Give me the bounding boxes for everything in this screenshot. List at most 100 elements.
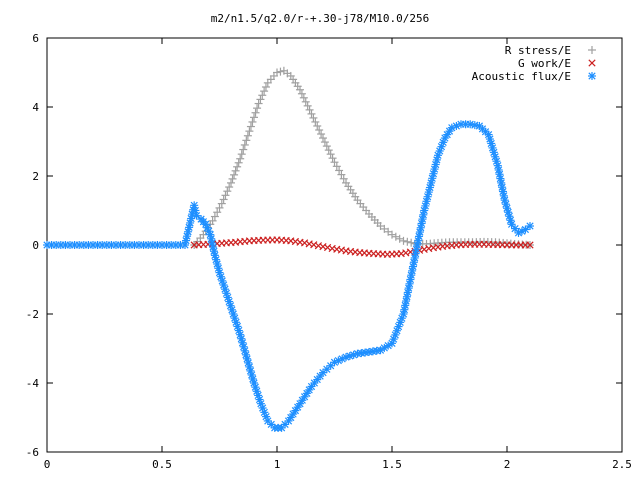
data-point (254, 99, 263, 108)
data-point (231, 166, 240, 175)
data-point (297, 89, 306, 98)
data-point (319, 134, 327, 143)
data-point (223, 187, 232, 196)
data-point (225, 183, 234, 192)
data-point (260, 87, 269, 96)
data-point (208, 216, 217, 225)
data-point (250, 379, 258, 387)
data-point (423, 192, 432, 201)
data-point (218, 276, 227, 285)
data-point (219, 195, 228, 204)
data-point (399, 236, 408, 245)
chart-title: m2/n1.5/q2.0/r-+.30-j78/M10.0/256 (211, 12, 430, 25)
data-marks (43, 66, 534, 432)
data-point (485, 135, 494, 144)
data-point (241, 350, 250, 359)
data-point (240, 140, 249, 149)
series-1 (190, 236, 534, 258)
data-point (395, 234, 404, 243)
data-point (221, 191, 230, 200)
data-point (489, 148, 498, 157)
data-point (299, 93, 308, 102)
data-point (407, 238, 416, 247)
data-point (526, 241, 534, 249)
data-point (228, 174, 237, 183)
x-tick-label: 1 (274, 458, 281, 471)
data-point (242, 136, 251, 145)
data-point (213, 208, 222, 217)
data-point (315, 126, 324, 134)
legend-label: Acoustic flux/E (472, 70, 571, 83)
y-tick-label: -4 (26, 377, 40, 390)
data-point (330, 158, 339, 167)
y-tick-label: 2 (32, 170, 39, 183)
x-tick-label: 2 (504, 458, 511, 471)
data-point (191, 206, 200, 215)
data-point (332, 162, 341, 171)
data-point (258, 91, 267, 100)
data-point (246, 122, 255, 131)
data-point (307, 109, 316, 118)
series-2 (43, 120, 534, 432)
axes: 0 0.5 1 1.5 2 2.5 -6 -4 -2 0 2 4 6 (26, 32, 632, 471)
data-point (296, 85, 304, 94)
y-tick-label: -6 (26, 446, 39, 459)
legend-marker (588, 72, 596, 80)
data-point (192, 211, 201, 220)
data-point (256, 95, 265, 104)
data-point (239, 145, 248, 154)
data-point (326, 150, 335, 159)
data-point (250, 113, 258, 122)
x-tick-label: 1.5 (382, 458, 402, 471)
data-point (225, 297, 234, 306)
data-point (232, 318, 241, 327)
data-point (322, 142, 331, 151)
data-point (251, 383, 260, 392)
legend-label: G work/E (518, 57, 571, 70)
data-point (311, 117, 320, 126)
data-point (349, 350, 358, 359)
data-point (243, 131, 252, 140)
legend-label: R stress/E (505, 44, 571, 57)
data-point (328, 154, 337, 163)
data-point (338, 354, 347, 363)
data-point (324, 146, 333, 155)
data-point (491, 152, 500, 161)
y-tick-label: 0 (32, 239, 39, 252)
legend-marker (588, 59, 596, 67)
data-point (303, 101, 312, 110)
data-point (497, 178, 506, 187)
data-point (337, 170, 346, 179)
data-point (222, 289, 231, 298)
data-point (214, 264, 223, 273)
legend-marker (588, 46, 596, 54)
data-point (237, 150, 246, 159)
data-point (521, 225, 530, 234)
data-point (251, 108, 260, 117)
series-0 (190, 66, 534, 249)
data-point (276, 67, 285, 76)
data-point (245, 127, 254, 136)
data-point (505, 212, 514, 221)
y-tick-label: 6 (32, 32, 39, 45)
data-point (236, 330, 245, 339)
data-point (273, 68, 281, 77)
data-point (305, 105, 314, 114)
data-point (255, 395, 264, 404)
data-point (186, 218, 195, 227)
data-point (408, 266, 417, 275)
data-point (261, 82, 270, 91)
data-point (488, 143, 497, 152)
x-tick-label: 2.5 (612, 458, 632, 471)
data-point (238, 338, 247, 347)
data-point (233, 162, 242, 171)
x-tick-label: 0 (44, 458, 51, 471)
data-point (215, 203, 224, 212)
data-point (227, 178, 235, 187)
data-point (236, 154, 245, 163)
data-point (253, 104, 262, 113)
x-tick-label: 0.5 (152, 458, 172, 471)
data-point (309, 113, 318, 122)
